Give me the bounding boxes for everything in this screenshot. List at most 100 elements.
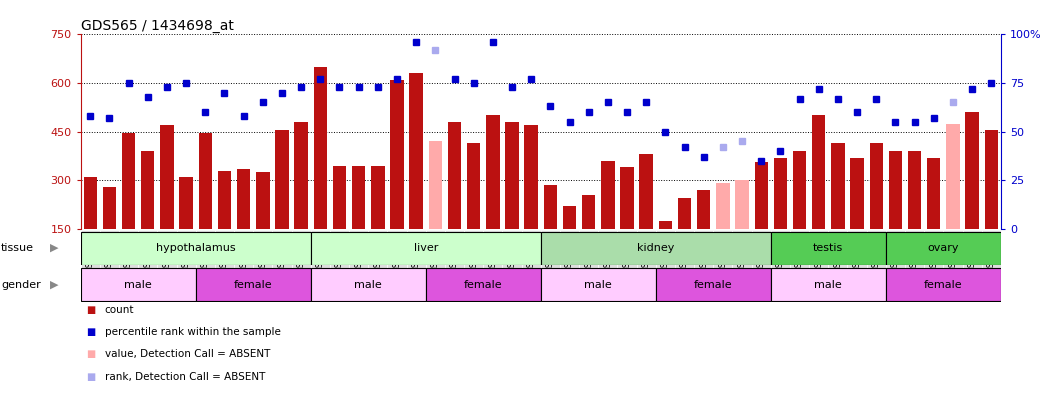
- FancyBboxPatch shape: [617, 230, 636, 300]
- FancyBboxPatch shape: [694, 230, 714, 300]
- Text: male: male: [125, 279, 152, 290]
- Text: ▶: ▶: [50, 243, 59, 253]
- FancyBboxPatch shape: [982, 230, 1001, 300]
- Text: GSM19228: GSM19228: [335, 231, 344, 272]
- Text: GSM19219: GSM19219: [162, 231, 172, 272]
- Text: GSM19221: GSM19221: [201, 231, 210, 272]
- Text: ■: ■: [86, 327, 95, 337]
- Text: GSM19242: GSM19242: [604, 231, 612, 272]
- FancyBboxPatch shape: [407, 230, 425, 300]
- FancyBboxPatch shape: [483, 230, 502, 300]
- FancyBboxPatch shape: [330, 230, 349, 300]
- Text: GSM19244: GSM19244: [641, 231, 651, 272]
- Bar: [122, 133, 135, 229]
- FancyBboxPatch shape: [388, 230, 407, 300]
- Text: GSM19227: GSM19227: [315, 231, 325, 272]
- Bar: [908, 151, 921, 229]
- Bar: [716, 183, 729, 229]
- Text: GSM19218: GSM19218: [144, 231, 152, 272]
- Bar: [429, 141, 442, 229]
- Bar: [697, 190, 711, 229]
- Text: GSM19232: GSM19232: [412, 231, 420, 272]
- FancyBboxPatch shape: [770, 230, 790, 300]
- Text: GSM19249: GSM19249: [738, 231, 746, 272]
- Text: GSM19233: GSM19233: [431, 231, 440, 272]
- FancyBboxPatch shape: [425, 268, 541, 301]
- FancyBboxPatch shape: [234, 230, 254, 300]
- Bar: [850, 158, 864, 229]
- FancyBboxPatch shape: [310, 230, 330, 300]
- FancyBboxPatch shape: [196, 230, 215, 300]
- Bar: [410, 73, 423, 229]
- Text: male: male: [585, 279, 612, 290]
- FancyBboxPatch shape: [943, 230, 962, 300]
- Bar: [678, 198, 692, 229]
- FancyBboxPatch shape: [254, 230, 272, 300]
- FancyBboxPatch shape: [598, 230, 617, 300]
- Bar: [984, 130, 998, 229]
- FancyBboxPatch shape: [733, 230, 751, 300]
- Bar: [773, 158, 787, 229]
- Text: count: count: [105, 305, 134, 315]
- Bar: [84, 177, 97, 229]
- FancyBboxPatch shape: [751, 230, 770, 300]
- Text: GSM19259: GSM19259: [930, 231, 938, 272]
- Text: female: female: [924, 279, 963, 290]
- Text: ■: ■: [86, 305, 95, 315]
- Bar: [870, 143, 883, 229]
- Text: GSM19241: GSM19241: [584, 231, 593, 272]
- Bar: [524, 125, 538, 229]
- Text: GSM19235: GSM19235: [470, 231, 478, 272]
- FancyBboxPatch shape: [886, 268, 1001, 301]
- Text: GSM19222: GSM19222: [220, 231, 228, 272]
- FancyBboxPatch shape: [541, 268, 656, 301]
- Bar: [198, 133, 212, 229]
- Text: value, Detection Call = ABSENT: value, Detection Call = ABSENT: [105, 350, 270, 359]
- Text: female: female: [694, 279, 733, 290]
- FancyBboxPatch shape: [905, 230, 924, 300]
- Bar: [371, 166, 385, 229]
- FancyBboxPatch shape: [445, 230, 464, 300]
- Text: GSM19252: GSM19252: [795, 231, 804, 272]
- Text: GSM19262: GSM19262: [987, 231, 996, 272]
- FancyBboxPatch shape: [81, 232, 310, 264]
- Bar: [793, 151, 806, 229]
- Bar: [276, 130, 288, 229]
- Text: GSM19258: GSM19258: [910, 231, 919, 272]
- FancyBboxPatch shape: [580, 230, 598, 300]
- Text: GSM19220: GSM19220: [181, 231, 191, 272]
- FancyBboxPatch shape: [886, 232, 1001, 264]
- Bar: [889, 151, 902, 229]
- Text: GSM19226: GSM19226: [297, 231, 306, 272]
- FancyBboxPatch shape: [924, 230, 943, 300]
- Text: ▶: ▶: [50, 279, 59, 290]
- FancyBboxPatch shape: [541, 230, 560, 300]
- Bar: [582, 195, 595, 229]
- Text: GSM19255: GSM19255: [853, 231, 861, 272]
- Text: GDS565 / 1434698_at: GDS565 / 1434698_at: [81, 19, 234, 33]
- FancyBboxPatch shape: [502, 230, 522, 300]
- Bar: [103, 187, 116, 229]
- Text: GSM19257: GSM19257: [891, 231, 900, 272]
- Text: ■: ■: [86, 372, 95, 382]
- Text: GSM19238: GSM19238: [527, 231, 536, 272]
- Text: female: female: [234, 279, 272, 290]
- FancyBboxPatch shape: [962, 230, 982, 300]
- FancyBboxPatch shape: [560, 230, 580, 300]
- FancyBboxPatch shape: [215, 230, 234, 300]
- FancyBboxPatch shape: [770, 232, 886, 264]
- Bar: [927, 158, 940, 229]
- Text: GSM19243: GSM19243: [623, 231, 632, 272]
- FancyBboxPatch shape: [196, 268, 310, 301]
- Text: ovary: ovary: [927, 243, 959, 253]
- FancyBboxPatch shape: [828, 230, 848, 300]
- FancyBboxPatch shape: [770, 268, 886, 301]
- FancyBboxPatch shape: [100, 230, 119, 300]
- Bar: [390, 80, 403, 229]
- Text: GSM19239: GSM19239: [546, 231, 554, 272]
- Text: hypothalamus: hypothalamus: [156, 243, 236, 253]
- FancyBboxPatch shape: [636, 230, 656, 300]
- Bar: [467, 143, 480, 229]
- Text: kidney: kidney: [637, 243, 675, 253]
- FancyBboxPatch shape: [886, 230, 905, 300]
